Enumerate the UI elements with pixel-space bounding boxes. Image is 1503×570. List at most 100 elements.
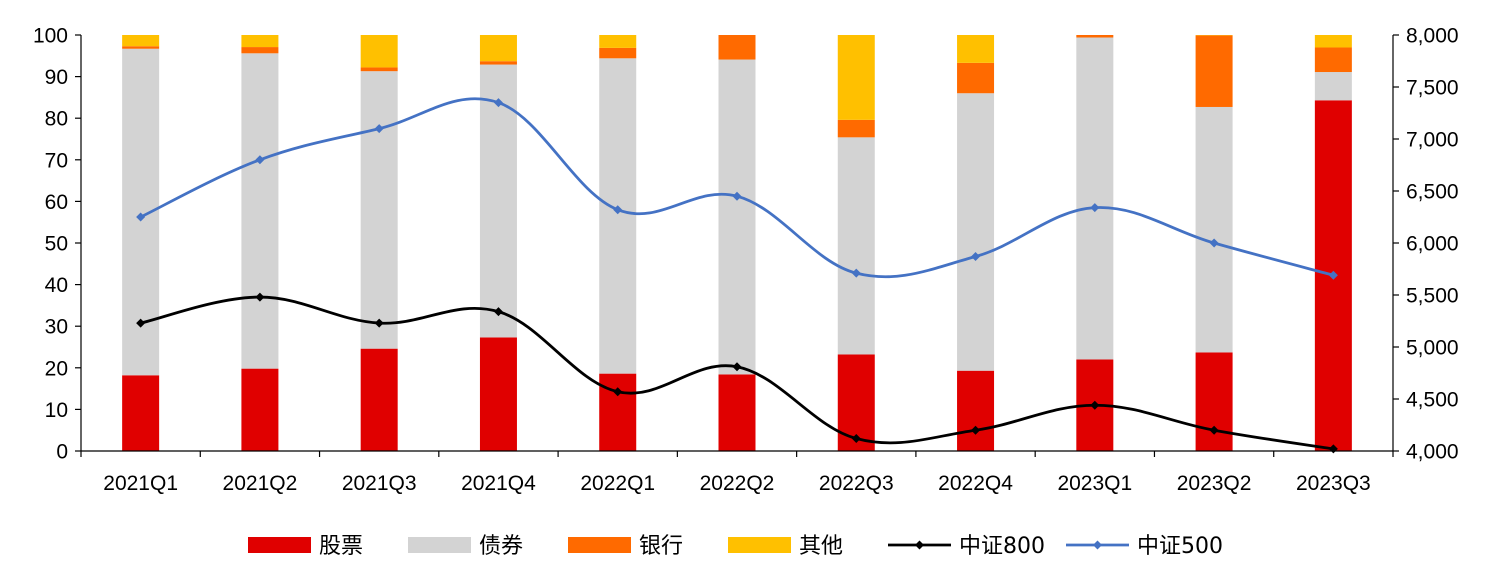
point-csi800-2022Q2 bbox=[732, 362, 742, 372]
point-csi500-2022Q2 bbox=[732, 191, 742, 201]
bar-bank-2021Q2 bbox=[241, 47, 279, 54]
point-csi800-2023Q2 bbox=[1209, 425, 1219, 435]
legend-swatch-other bbox=[728, 537, 791, 553]
bar-bonds-2022Q1 bbox=[599, 58, 637, 374]
bar-stocks-2021Q4 bbox=[479, 337, 517, 451]
left-tick-label: 10 bbox=[45, 399, 68, 422]
point-csi800-2021Q2 bbox=[255, 292, 265, 302]
bar-stocks-2021Q1 bbox=[122, 375, 160, 451]
point-csi800-2022Q3 bbox=[851, 434, 861, 444]
left-tick-label: 60 bbox=[45, 191, 68, 214]
left-tick-label: 70 bbox=[45, 149, 68, 172]
x-tick-label: 2021Q1 bbox=[103, 472, 178, 495]
bar-stocks-2022Q1 bbox=[599, 373, 637, 451]
legend-label-csi800: 中证800 bbox=[959, 534, 1045, 559]
left-tick-label: 90 bbox=[45, 66, 68, 89]
left-tick-label: 30 bbox=[45, 316, 68, 339]
legend-swatch-bonds bbox=[408, 537, 471, 553]
bar-other-2021Q4 bbox=[479, 35, 517, 62]
bar-bonds-2022Q2 bbox=[718, 59, 756, 375]
right-tick-label: 7,500 bbox=[1406, 77, 1459, 100]
left-tick-label: 50 bbox=[45, 233, 68, 256]
legend-item-csi500: 中证500 bbox=[1066, 534, 1223, 559]
bar-other-2021Q3 bbox=[360, 35, 398, 68]
point-csi500-2022Q1 bbox=[613, 205, 623, 215]
right-tick-label: 4,500 bbox=[1406, 389, 1459, 412]
left-tick-label: 0 bbox=[56, 441, 68, 464]
right-tick-label: 6,000 bbox=[1406, 233, 1459, 256]
point-csi800-2022Q4 bbox=[971, 425, 981, 435]
x-tick-label: 2021Q4 bbox=[461, 472, 536, 495]
legend-label-csi500: 中证500 bbox=[1137, 534, 1223, 559]
legend: 股票 债券 银行 其他 中证800 中证500 bbox=[248, 534, 1223, 559]
x-tick-label: 2022Q1 bbox=[580, 472, 655, 495]
point-csi500-2022Q3 bbox=[851, 268, 861, 278]
x-tick-label: 2022Q2 bbox=[700, 472, 775, 495]
bar-bank-2021Q4 bbox=[479, 61, 517, 65]
bar-stocks-2023Q2 bbox=[1195, 352, 1233, 451]
point-csi500-2021Q4 bbox=[493, 98, 503, 108]
point-csi500-2023Q3 bbox=[1328, 270, 1338, 280]
point-csi800-2023Q1 bbox=[1090, 400, 1100, 410]
x-tick-label: 2023Q2 bbox=[1177, 472, 1252, 495]
legend-item-bonds: 债券 bbox=[408, 534, 523, 559]
bar-other-2022Q3 bbox=[837, 35, 875, 120]
bar-bank-2023Q2 bbox=[1195, 35, 1233, 107]
right-tick-label: 8,000 bbox=[1406, 25, 1459, 48]
axes-layer: 0 10 20 30 40 50 60 70 80 90 100 4,000 4,500 5,000 5,5… bbox=[33, 25, 1459, 496]
point-csi500-2022Q4 bbox=[971, 252, 981, 262]
point-csi500-2023Q2 bbox=[1209, 238, 1219, 248]
left-tick-label: 40 bbox=[45, 274, 68, 297]
legend-swatch-stocks bbox=[248, 537, 311, 553]
x-tick-label: 2023Q3 bbox=[1296, 472, 1371, 495]
legend-item-csi800: 中证800 bbox=[888, 534, 1045, 559]
bar-bank-2022Q4 bbox=[957, 62, 995, 94]
point-csi500-2021Q3 bbox=[374, 124, 384, 134]
left-tick-label: 100 bbox=[33, 25, 68, 48]
bar-bank-2021Q3 bbox=[360, 67, 398, 72]
bar-stocks-2022Q4 bbox=[957, 370, 995, 451]
bar-bank-2022Q2 bbox=[718, 35, 756, 60]
point-csi800-2021Q1 bbox=[136, 318, 146, 328]
x-tick-label: 2021Q2 bbox=[223, 472, 298, 495]
right-tick-label: 6,500 bbox=[1406, 181, 1459, 204]
bar-bonds-2022Q4 bbox=[957, 93, 995, 371]
x-tick-label: 2022Q4 bbox=[938, 472, 1013, 495]
bar-bank-2022Q3 bbox=[837, 119, 875, 138]
legend-item-stocks: 股票 bbox=[248, 534, 363, 559]
legend-label-other: 其他 bbox=[799, 534, 843, 559]
legend-marker-csi800 bbox=[915, 540, 924, 550]
bar-bonds-2021Q2 bbox=[241, 53, 279, 369]
x-tick-label: 2023Q1 bbox=[1057, 472, 1132, 495]
bar-stocks-2022Q2 bbox=[718, 374, 756, 451]
legend-swatch-bank bbox=[568, 537, 631, 553]
bar-bonds-2023Q1 bbox=[1076, 37, 1114, 360]
bar-stocks-2021Q3 bbox=[360, 348, 398, 451]
bar-other-2023Q3 bbox=[1314, 35, 1352, 48]
legend-label-stocks: 股票 bbox=[319, 534, 363, 559]
lines-layer bbox=[136, 97, 1338, 454]
left-tick-label: 80 bbox=[45, 108, 68, 131]
bar-bonds-2023Q3 bbox=[1314, 72, 1352, 101]
left-tick-label: 20 bbox=[45, 357, 68, 380]
legend-label-bonds: 债券 bbox=[479, 534, 523, 559]
right-tick-label: 4,000 bbox=[1406, 441, 1459, 464]
legend-label-bank: 银行 bbox=[639, 534, 683, 559]
x-tick-label: 2021Q3 bbox=[342, 472, 417, 495]
bar-bonds-2023Q2 bbox=[1195, 106, 1233, 353]
legend-item-bank: 银行 bbox=[568, 534, 683, 559]
right-tick-label: 7,000 bbox=[1406, 129, 1459, 152]
point-csi500-2021Q1 bbox=[136, 212, 146, 222]
x-tick-label: 2022Q3 bbox=[819, 472, 894, 495]
point-csi800-2022Q1 bbox=[613, 387, 623, 397]
bar-bonds-2021Q3 bbox=[360, 71, 398, 349]
right-tick-label: 5,500 bbox=[1406, 285, 1459, 308]
point-csi500-2023Q1 bbox=[1090, 203, 1100, 213]
bar-other-2022Q1 bbox=[599, 35, 637, 48]
right-tick-label: 5,000 bbox=[1406, 337, 1459, 360]
bar-stocks-2021Q2 bbox=[241, 368, 279, 451]
bar-other-2021Q2 bbox=[241, 35, 279, 48]
bar-bank-2022Q1 bbox=[599, 47, 637, 59]
